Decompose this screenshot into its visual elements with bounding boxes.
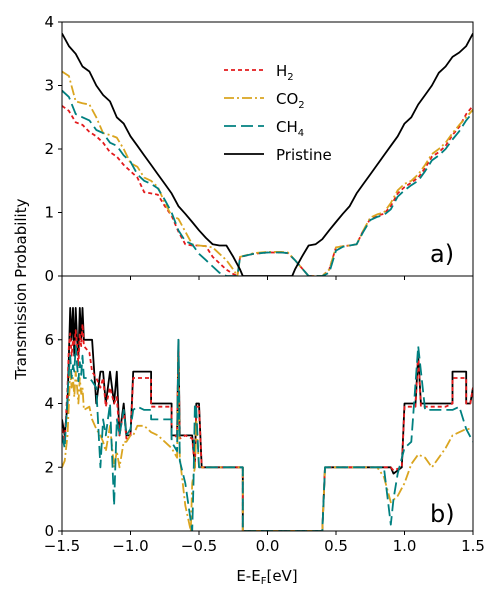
series-line-h2-panel-b — [62, 322, 473, 531]
y-tick-label: 4 — [44, 395, 54, 413]
legend-label-co2: CO2 — [276, 90, 305, 111]
x-tick-label: −1.5 — [44, 537, 80, 555]
x-tick-label: 1.0 — [393, 537, 417, 555]
panel-b-label: b) — [430, 500, 455, 528]
y-tick-label: 4 — [44, 13, 54, 31]
y-tick-label: 0 — [44, 522, 54, 540]
x-tick-label: −1.0 — [112, 537, 148, 555]
series-line-h2-panel-a — [62, 105, 473, 276]
series-line-ch4-panel-b — [62, 338, 473, 531]
legend-label-pristine: Pristine — [276, 146, 332, 164]
panel-a: 0 1 2 3 4 a) — [44, 13, 474, 285]
series-line-pristine-panel-b — [62, 306, 473, 531]
y-tick-label: 1 — [44, 204, 54, 222]
legend: H2 CO2 CH4 Pristine — [224, 62, 332, 164]
y-tick-label: 2 — [44, 140, 54, 158]
x-tick-label: 1.5 — [461, 537, 485, 555]
x-tick-label: 0.5 — [324, 537, 348, 555]
y-axis-label: Transmission Probability — [12, 198, 30, 380]
x-tick-label: 0.0 — [256, 537, 280, 555]
y-tick-label: 2 — [44, 458, 54, 476]
y-tick-label: 6 — [44, 331, 54, 349]
series-line-co2-panel-a — [62, 70, 473, 276]
series-line-co2-panel-b — [62, 354, 473, 531]
panel-b: 0 2 4 6 −1.5 −1.0 −0.5 0.0 0.5 1.0 1.5 b) — [44, 275, 485, 555]
x-axis-label: E-EF[eV] — [236, 567, 297, 587]
legend-label-h2: H2 — [276, 62, 294, 83]
legend-label-ch4: CH4 — [276, 118, 304, 139]
series-line-pristine-panel-a — [62, 32, 473, 276]
series-line-ch4-panel-a — [62, 89, 473, 276]
panel-a-label: a) — [430, 240, 454, 268]
y-tick-label: 0 — [44, 267, 54, 285]
x-tick-label: −0.5 — [181, 537, 217, 555]
y-tick-label: 3 — [44, 77, 54, 95]
